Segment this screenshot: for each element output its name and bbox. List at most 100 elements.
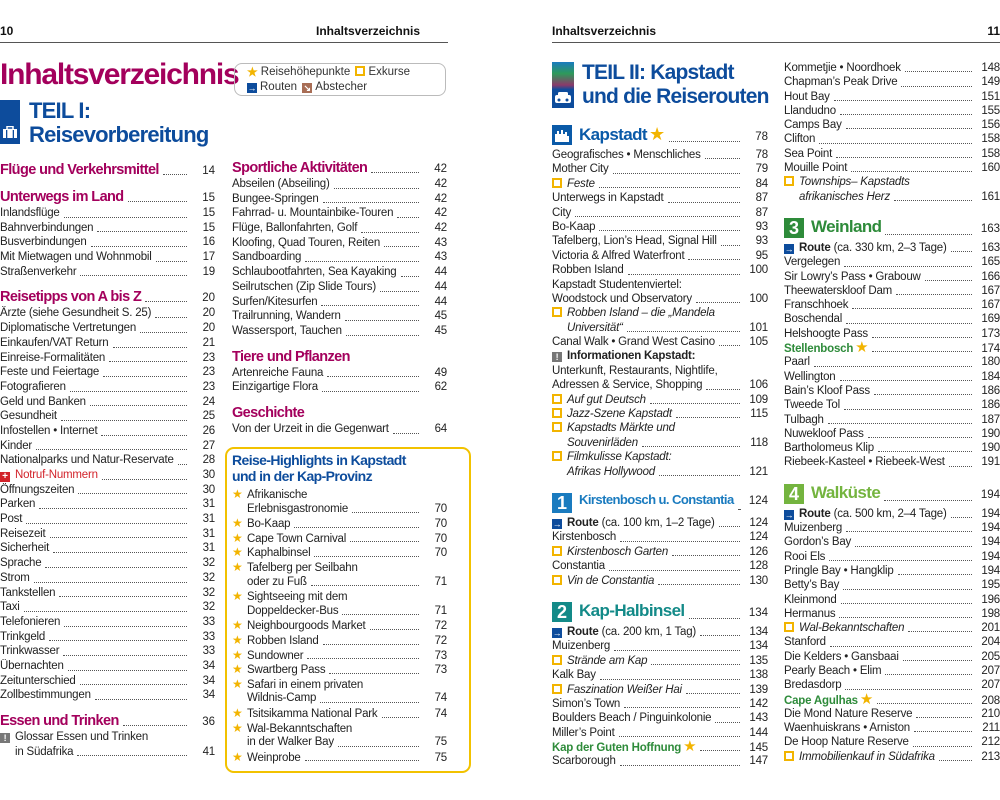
toc-entry[interactable]: Unterwegs in Kapstadt 87: [552, 191, 768, 205]
toc-entry[interactable]: ★ Swartberg Pass 73: [232, 662, 447, 677]
toc-entry[interactable]: Universität“ 101: [552, 321, 768, 335]
toc-entry[interactable]: ★ Wal-Bekanntschaften: [232, 721, 447, 736]
toc-entry[interactable]: Fahrrad- u. Mountainbike-Touren 42: [232, 206, 447, 221]
toc-entry[interactable]: Bartholomeus Klip 190: [784, 441, 1000, 455]
toc-entry[interactable]: Post 31: [0, 512, 215, 527]
toc-entry[interactable]: Zollbestimmungen 34: [0, 688, 215, 703]
toc-entry[interactable]: Hermanus 198: [784, 607, 1000, 621]
toc-entry[interactable]: Schlaubootfahrten, Sea Kayaking 44: [232, 265, 447, 280]
toc-entry[interactable]: Von der Urzeit in die Gegenwart 64: [232, 422, 447, 437]
toc-entry[interactable]: Trinkwasser 33: [0, 644, 215, 659]
toc-entry[interactable]: Nuwekloof Pass 190: [784, 427, 1000, 441]
toc-entry[interactable]: Bungee-Springen 42: [232, 192, 447, 207]
section-heading[interactable]: Essen und Trinken 36: [0, 713, 215, 730]
toc-entry[interactable]: Pearly Beach • Elim 207: [784, 664, 1000, 678]
toc-entry[interactable]: Geografisches • Menschliches 78: [552, 148, 768, 162]
toc-entry[interactable]: Jazz-Szene Kapstadt 115: [552, 407, 768, 421]
toc-entry[interactable]: Seilrutschen (Zip Slide Tours) 44: [232, 280, 447, 295]
section-heading[interactable]: 2 Kap-Halbinsel 134: [552, 601, 768, 623]
toc-entry[interactable]: Bahnverbindungen 15: [0, 221, 215, 236]
toc-entry[interactable]: Unterkunft, Restaurants, Nightlife,: [552, 364, 768, 378]
toc-entry[interactable]: Einkaufen/VAT Return 21: [0, 336, 215, 351]
toc-entry[interactable]: Sandboarding 43: [232, 250, 447, 265]
toc-entry[interactable]: Camps Bay 156: [784, 118, 1000, 132]
toc-entry[interactable]: Wal-Bekanntschaften 201: [784, 621, 1000, 635]
toc-entry[interactable]: → Route (ca. 330 km, 2–3 Tage) 163: [784, 241, 1000, 255]
toc-entry[interactable]: ★ Robben Island 72: [232, 633, 447, 648]
toc-entry[interactable]: Franschhoek 167: [784, 298, 1000, 312]
toc-entry[interactable]: Victoria & Alfred Waterfront 95: [552, 249, 768, 263]
toc-entry[interactable]: Doppeldecker-Bus 71: [232, 604, 447, 619]
toc-entry[interactable]: Trinkgeld 33: [0, 630, 215, 645]
toc-entry[interactable]: Muizenberg 194: [784, 521, 1000, 535]
toc-entry[interactable]: Afrikas Hollywood 121: [552, 465, 768, 479]
toc-entry[interactable]: ★ Sundowner 73: [232, 648, 447, 663]
toc-entry[interactable]: Scarborough 147: [552, 754, 768, 768]
toc-entry[interactable]: Paarl 180: [784, 355, 1000, 369]
toc-entry[interactable]: Bain’s Kloof Pass 186: [784, 384, 1000, 398]
toc-entry[interactable]: Sir Lowry’s Pass • Grabouw 166: [784, 270, 1000, 284]
toc-entry[interactable]: Souvenirläden 118: [552, 436, 768, 450]
section-heading[interactable]: Reisetipps von A bis Z 20: [0, 289, 215, 306]
toc-entry[interactable]: Öffnungszeiten 30: [0, 483, 215, 498]
toc-entry[interactable]: Strom 32: [0, 571, 215, 586]
toc-entry[interactable]: Llandudno 155: [784, 104, 1000, 118]
toc-entry[interactable]: afrikanisches Herz 161: [784, 190, 1000, 204]
toc-entry[interactable]: Fotografieren 23: [0, 380, 215, 395]
toc-entry[interactable]: Kloofing, Quad Touren, Reiten 43: [232, 236, 447, 251]
toc-entry[interactable]: Busverbindungen 16: [0, 235, 215, 250]
toc-entry[interactable]: oder zu Fuß 71: [232, 575, 447, 590]
toc-entry[interactable]: Immobilienkauf in Südafrika 213: [784, 750, 1000, 764]
toc-entry[interactable]: Hout Bay 151: [784, 90, 1000, 104]
section-heading[interactable]: Kapstadt ★ 78: [552, 124, 768, 146]
toc-entry[interactable]: Waenhuiskrans • Arniston 211: [784, 721, 1000, 735]
toc-entry[interactable]: Sprache 32: [0, 556, 215, 571]
toc-entry[interactable]: Kommetjie • Noordhoek 148: [784, 61, 1000, 75]
toc-entry[interactable]: Faszination Weißer Hai 139: [552, 683, 768, 697]
toc-entry[interactable]: Wellington 184: [784, 370, 1000, 384]
section-heading[interactable]: Unterwegs im Land 15: [0, 189, 215, 206]
toc-entry[interactable]: Flüge, Ballonfahrten, Golf 42: [232, 221, 447, 236]
toc-entry[interactable]: Robben Island 100: [552, 263, 768, 277]
toc-entry[interactable]: Kapstadt Studentenviertel:: [552, 278, 768, 292]
section-heading[interactable]: Tiere und Pflanzen: [232, 349, 447, 366]
toc-entry[interactable]: Kapstadts Märkte und: [552, 421, 768, 435]
toc-entry[interactable]: Artenreiche Fauna 49: [232, 366, 447, 381]
toc-entry[interactable]: Stanford 204: [784, 635, 1000, 649]
toc-entry[interactable]: Auf gut Deutsch 109: [552, 393, 768, 407]
toc-entry[interactable]: Parken 31: [0, 497, 215, 512]
toc-entry[interactable]: Tweede Tol 186: [784, 398, 1000, 412]
toc-entry[interactable]: Helshoogte Pass 173: [784, 327, 1000, 341]
toc-entry[interactable]: Mother City 79: [552, 162, 768, 176]
toc-entry[interactable]: Stellenbosch ★ 174: [784, 341, 1000, 355]
toc-entry[interactable]: Infostellen • Internet 26: [0, 424, 215, 439]
toc-entry[interactable]: Clifton 158: [784, 132, 1000, 146]
toc-entry[interactable]: Sicherheit 31: [0, 541, 215, 556]
toc-entry[interactable]: Muizenberg 134: [552, 639, 768, 653]
toc-entry[interactable]: Rooi Els 194: [784, 550, 1000, 564]
toc-entry[interactable]: → Route (ca. 200 km, 1 Tag) 134: [552, 625, 768, 639]
toc-entry[interactable]: Riebeek-Kasteel • Riebeek-West 191: [784, 455, 1000, 469]
toc-entry[interactable]: Straßenverkehr 19: [0, 265, 215, 280]
toc-entry[interactable]: Townships– Kapstadts: [784, 175, 1000, 189]
toc-entry[interactable]: Diplomatische Vertretungen 20: [0, 321, 215, 336]
toc-entry[interactable]: ★ Afrikanische: [232, 487, 447, 502]
toc-entry[interactable]: ! Informationen Kapstadt:: [552, 349, 768, 363]
section-heading[interactable]: 1 Kirstenbosch u. Constantia 124: [552, 492, 768, 514]
toc-entry[interactable]: Tankstellen 32: [0, 586, 215, 601]
section-heading[interactable]: 4 Walküste 194: [784, 483, 1000, 505]
toc-entry[interactable]: Surfen/Kitesurfen 44: [232, 295, 447, 310]
toc-entry[interactable]: Feste 84: [552, 177, 768, 191]
toc-entry[interactable]: Zeitunterschied 34: [0, 674, 215, 689]
toc-entry[interactable]: ★ Tsitsikamma National Park 74: [232, 706, 447, 721]
toc-entry[interactable]: Einzigartige Flora 62: [232, 380, 447, 395]
toc-entry[interactable]: Wildnis-Camp 74: [232, 691, 447, 706]
toc-entry[interactable]: → Route (ca. 100 km, 1–2 Tage) 124: [552, 516, 768, 530]
toc-entry[interactable]: Adressen & Service, Shopping 106: [552, 378, 768, 392]
toc-entry[interactable]: Abseilen (Abseiling) 42: [232, 177, 447, 192]
toc-entry[interactable]: Bo-Kaap 93: [552, 220, 768, 234]
toc-entry[interactable]: → Route (ca. 500 km, 2–4 Tage) 194: [784, 507, 1000, 521]
section-heading[interactable]: 3 Weinland 163: [784, 217, 1000, 239]
toc-entry[interactable]: Vergelegen 165: [784, 255, 1000, 269]
toc-entry[interactable]: De Hoop Nature Reserve 212: [784, 735, 1000, 749]
